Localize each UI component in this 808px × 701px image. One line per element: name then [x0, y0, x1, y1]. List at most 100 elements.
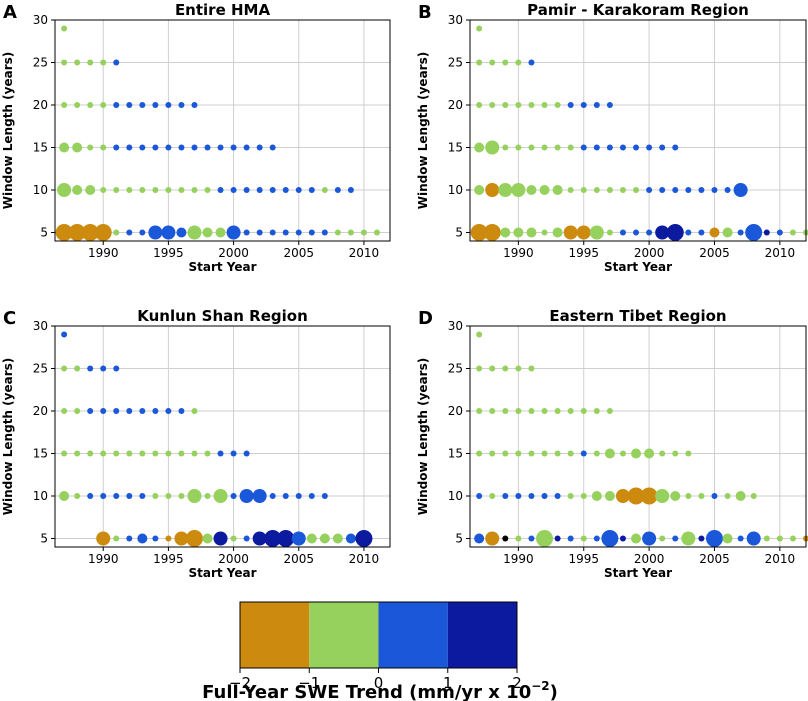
data-point [646, 187, 653, 193]
data-point [631, 533, 642, 544]
data-point [604, 448, 615, 459]
data-point [554, 493, 561, 499]
data-point [243, 187, 250, 193]
data-point [541, 408, 548, 414]
data-point [213, 531, 228, 546]
data-point [485, 531, 500, 546]
data-point [191, 450, 198, 457]
data-point [239, 489, 254, 503]
data-point [332, 533, 343, 544]
data-point [269, 187, 276, 193]
data-point [554, 144, 561, 151]
data-point [161, 225, 176, 240]
panel-letter: D [418, 308, 433, 329]
data-point [282, 229, 289, 236]
data-point [345, 533, 356, 544]
data-point [55, 224, 73, 241]
data-point [644, 448, 655, 459]
data-point [685, 493, 692, 499]
data-point [485, 183, 500, 197]
data-point [666, 224, 684, 241]
x-tick-label: 2005 [283, 246, 314, 260]
data-point [204, 187, 211, 193]
colorbar-bin [447, 602, 517, 668]
x-tick-label: 1990 [503, 246, 534, 260]
data-point [178, 493, 185, 499]
data-point [165, 450, 172, 457]
data-point [489, 493, 496, 499]
data-point [243, 144, 250, 151]
data-point [61, 25, 68, 32]
y-tick-label: 20 [448, 98, 463, 112]
data-point [705, 530, 723, 547]
data-point [567, 144, 574, 151]
data-point [295, 493, 302, 499]
data-point [74, 365, 81, 372]
data-point [360, 229, 367, 236]
data-point [252, 531, 267, 546]
data-point [321, 187, 328, 193]
y-tick-label: 10 [33, 489, 48, 503]
data-point [269, 144, 276, 151]
x-tick-label: 2010 [765, 552, 796, 566]
data-point [593, 187, 600, 193]
data-point [100, 450, 107, 457]
y-tick-label: 30 [448, 319, 463, 333]
data-point [541, 450, 548, 457]
data-point [202, 533, 213, 544]
panel-d: 1990 1995 2000 2005 2010 5 10 15 20 25 30 Eastern T… [416, 307, 808, 580]
data-point [536, 530, 554, 547]
y-tick-label: 20 [448, 404, 463, 418]
data-point [619, 144, 626, 151]
data-point [256, 187, 263, 193]
data-point [243, 229, 250, 236]
data-point [321, 229, 328, 236]
data-point [204, 144, 211, 151]
data-point [593, 535, 600, 542]
data-point [81, 224, 99, 241]
plot-frame [54, 325, 391, 548]
data-point [502, 450, 509, 457]
data-point [61, 450, 68, 457]
colorbar-title-close: ) [550, 682, 558, 701]
y-tick-label: 10 [448, 183, 463, 197]
data-point [126, 229, 133, 236]
x-axis-label: Start Year [188, 260, 256, 274]
data-point [606, 144, 613, 151]
data-point [243, 450, 250, 457]
data-point [152, 408, 159, 414]
data-point [152, 535, 159, 542]
data-point [580, 144, 587, 151]
data-point [202, 227, 213, 238]
data-point [204, 493, 211, 499]
x-tick-label: 2005 [283, 552, 314, 566]
y-tick-label: 25 [448, 56, 463, 70]
data-point [334, 229, 341, 236]
data-point [593, 144, 600, 151]
data-point [87, 365, 94, 372]
x-tick-label: 1990 [88, 246, 119, 260]
data-point [61, 59, 68, 66]
data-point [476, 408, 483, 414]
data-point [476, 450, 483, 457]
data-point [627, 487, 645, 505]
data-point [502, 144, 509, 151]
y-tick-label: 5 [455, 226, 463, 240]
data-point [474, 533, 485, 544]
data-point [606, 102, 613, 108]
y-tick-label: 10 [448, 489, 463, 503]
data-point [282, 493, 289, 499]
data-point [100, 365, 107, 372]
data-point [113, 493, 120, 499]
data-point [619, 229, 626, 236]
data-point [191, 408, 198, 414]
data-point [528, 102, 535, 108]
data-point [178, 187, 185, 193]
data-point [709, 227, 720, 238]
data-point [489, 59, 496, 66]
data-point [485, 140, 500, 155]
data-point [789, 229, 796, 236]
data-point [502, 102, 509, 108]
data-point [308, 187, 315, 193]
data-point [502, 493, 509, 499]
